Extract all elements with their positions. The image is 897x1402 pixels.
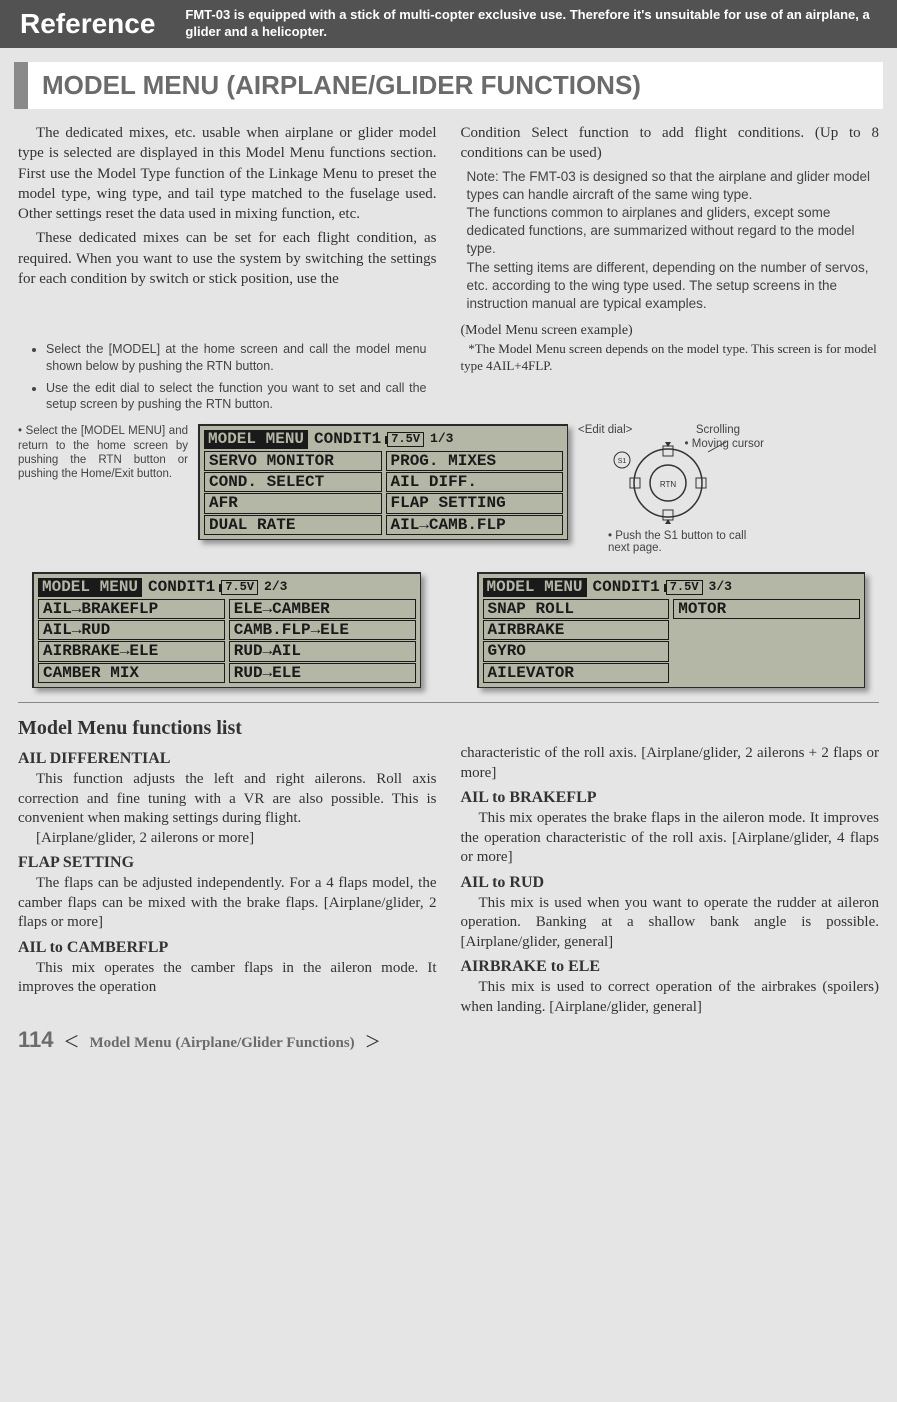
lcd2-title: MODEL MENU [38, 578, 142, 596]
intro-para-2: These dedicated mixes can be set for eac… [18, 228, 437, 289]
rtn-label: RTN [660, 480, 677, 489]
lcd1-cell: AIL DIFF. [386, 472, 564, 492]
lcd1-cell: SERVO MONITOR [204, 451, 382, 471]
screen-subcaption: *The Model Menu screen depends on the mo… [461, 341, 880, 374]
lcd-panel-2: MODEL MENU CONDIT1 7.5V 2/3 AIL→BRAKEFLP… [32, 572, 421, 688]
lcd1-batt: 7.5V [387, 432, 424, 448]
func-para: This mix operates the brake flaps in the… [461, 809, 880, 868]
lcd1-cell: PROG. MIXES [386, 451, 564, 471]
lcd1-cond: CONDIT1 [314, 430, 381, 448]
functions-list-title: Model Menu functions list [18, 717, 879, 740]
lcd3-cond: CONDIT1 [593, 578, 660, 596]
reference-note: FMT-03 is equipped with a stick of multi… [185, 7, 877, 41]
func-para: This mix operates the camber flaps in th… [18, 959, 437, 998]
lcd2-cond: CONDIT1 [148, 578, 215, 596]
s1-label: S1 [618, 458, 627, 465]
lcd2-cell: RUD→ELE [229, 663, 416, 683]
func-head-ail-brake: AIL to BRAKEFLP [461, 789, 880, 807]
lcd3-cell: AILEVATOR [483, 663, 670, 683]
lcd1-cell: AFR [204, 493, 382, 513]
main-title: MODEL MENU (AIRPLANE/GLIDER FUNCTIONS) [42, 70, 869, 101]
edit-dial-icon: RTN S1 [608, 438, 728, 528]
lcd2-cell: AIL→BRAKEFLP [38, 599, 225, 619]
lcd-panel-3: MODEL MENU CONDIT1 7.5V 3/3 SNAP ROLL MO… [477, 572, 866, 688]
lcd2-page: 2/3 [264, 580, 287, 595]
func-head-ail-camber: AIL to CAMBERFLP [18, 939, 437, 957]
lcd2-cell: RUD→AIL [229, 641, 416, 661]
page-number: 114 [18, 1027, 54, 1053]
lcd1-cell: COND. SELECT [204, 472, 382, 492]
lcd3-batt: 7.5V [666, 580, 703, 596]
edit-dial-area: <Edit dial> Scrolling • Moving cursor RT… [578, 424, 758, 554]
lcd2-cell: CAMB.FLP→ELE [229, 620, 416, 640]
intro-note-1: Note: The FMT-03 is designed so that the… [467, 168, 880, 204]
lcd1-page: 1/3 [430, 432, 453, 447]
moving-cursor-label: • Moving cursor [685, 438, 764, 450]
lcd1-cell: AIL→CAMB.FLP [386, 515, 564, 535]
intro-note-3: The setting items are different, dependi… [467, 259, 880, 314]
func-note: [Airplane/glider, 2 ailerons or more] [18, 829, 437, 849]
func-head-ail-diff: AIL DIFFERENTIAL [18, 750, 437, 768]
lcd3-cell: GYRO [483, 641, 670, 661]
reference-title: Reference [20, 8, 155, 40]
func-para: The flaps can be adjusted independently.… [18, 874, 437, 933]
angle-left: ＜ [64, 1028, 80, 1052]
lcd3-cell: MOTOR [673, 599, 860, 619]
bullet-1: Select the [MODEL] at the home screen an… [46, 341, 427, 374]
lcd3-cell: SNAP ROLL [483, 599, 670, 619]
lcd2-cell: CAMBER MIX [38, 663, 225, 683]
func-para: This mix is used when you want to operat… [461, 894, 880, 953]
func-head-ail-rud: AIL to RUD [461, 874, 880, 892]
func-para: This mix is used to correct operation of… [461, 978, 880, 1017]
divider [18, 702, 879, 703]
intro-right-1: Condition Select function to add flight … [461, 123, 880, 164]
lcd1-cell: DUAL RATE [204, 515, 382, 535]
footer: 114 ＜ Model Menu (Airplane/Glider Functi… [0, 1017, 897, 1061]
lcd3-title: MODEL MENU [483, 578, 587, 596]
scrolling-label: Scrolling [696, 424, 740, 436]
func-head-airbrake-ele: AIRBRAKE to ELE [461, 958, 880, 976]
func-head-flap: FLAP SETTING [18, 854, 437, 872]
lcd2-cell: AIRBRAKE→ELE [38, 641, 225, 661]
intro-para-1: The dedicated mixes, etc. usable when ai… [18, 123, 437, 224]
lcd-panel-1: MODEL MENU CONDIT1 7.5V 1/3 SERVO MONITO… [198, 424, 568, 540]
lcd1-title: MODEL MENU [204, 430, 308, 448]
lcd1-cell: FLAP SETTING [386, 493, 564, 513]
main-title-box: MODEL MENU (AIRPLANE/GLIDER FUNCTIONS) [14, 62, 883, 109]
side-note: • Select the [MODEL MENU] and return to … [18, 424, 188, 482]
lcd3-page: 3/3 [709, 580, 732, 595]
lcd3-cell: AIRBRAKE [483, 620, 670, 640]
lcd2-cell: ELE→CAMBER [229, 599, 416, 619]
intro-note-2: The functions common to airplanes and gl… [467, 204, 880, 259]
func-para-cont: characteristic of the roll axis. [Airpla… [461, 744, 880, 783]
header-bar: Reference FMT-03 is equipped with a stic… [0, 0, 897, 48]
lcd2-cell: AIL→RUD [38, 620, 225, 640]
push-s1-note: • Push the S1 button to call next page. [608, 530, 758, 554]
footer-title: Model Menu (Airplane/Glider Functions) [90, 1035, 355, 1052]
angle-right: ＞ [365, 1028, 381, 1052]
screen-caption: (Model Menu screen example) [461, 323, 880, 339]
func-para: This function adjusts the left and right… [18, 770, 437, 829]
side-note-text: Select the [MODEL MENU] and return to th… [18, 425, 188, 480]
bullet-2: Use the edit dial to select the function… [46, 380, 427, 413]
lcd2-batt: 7.5V [221, 580, 258, 596]
